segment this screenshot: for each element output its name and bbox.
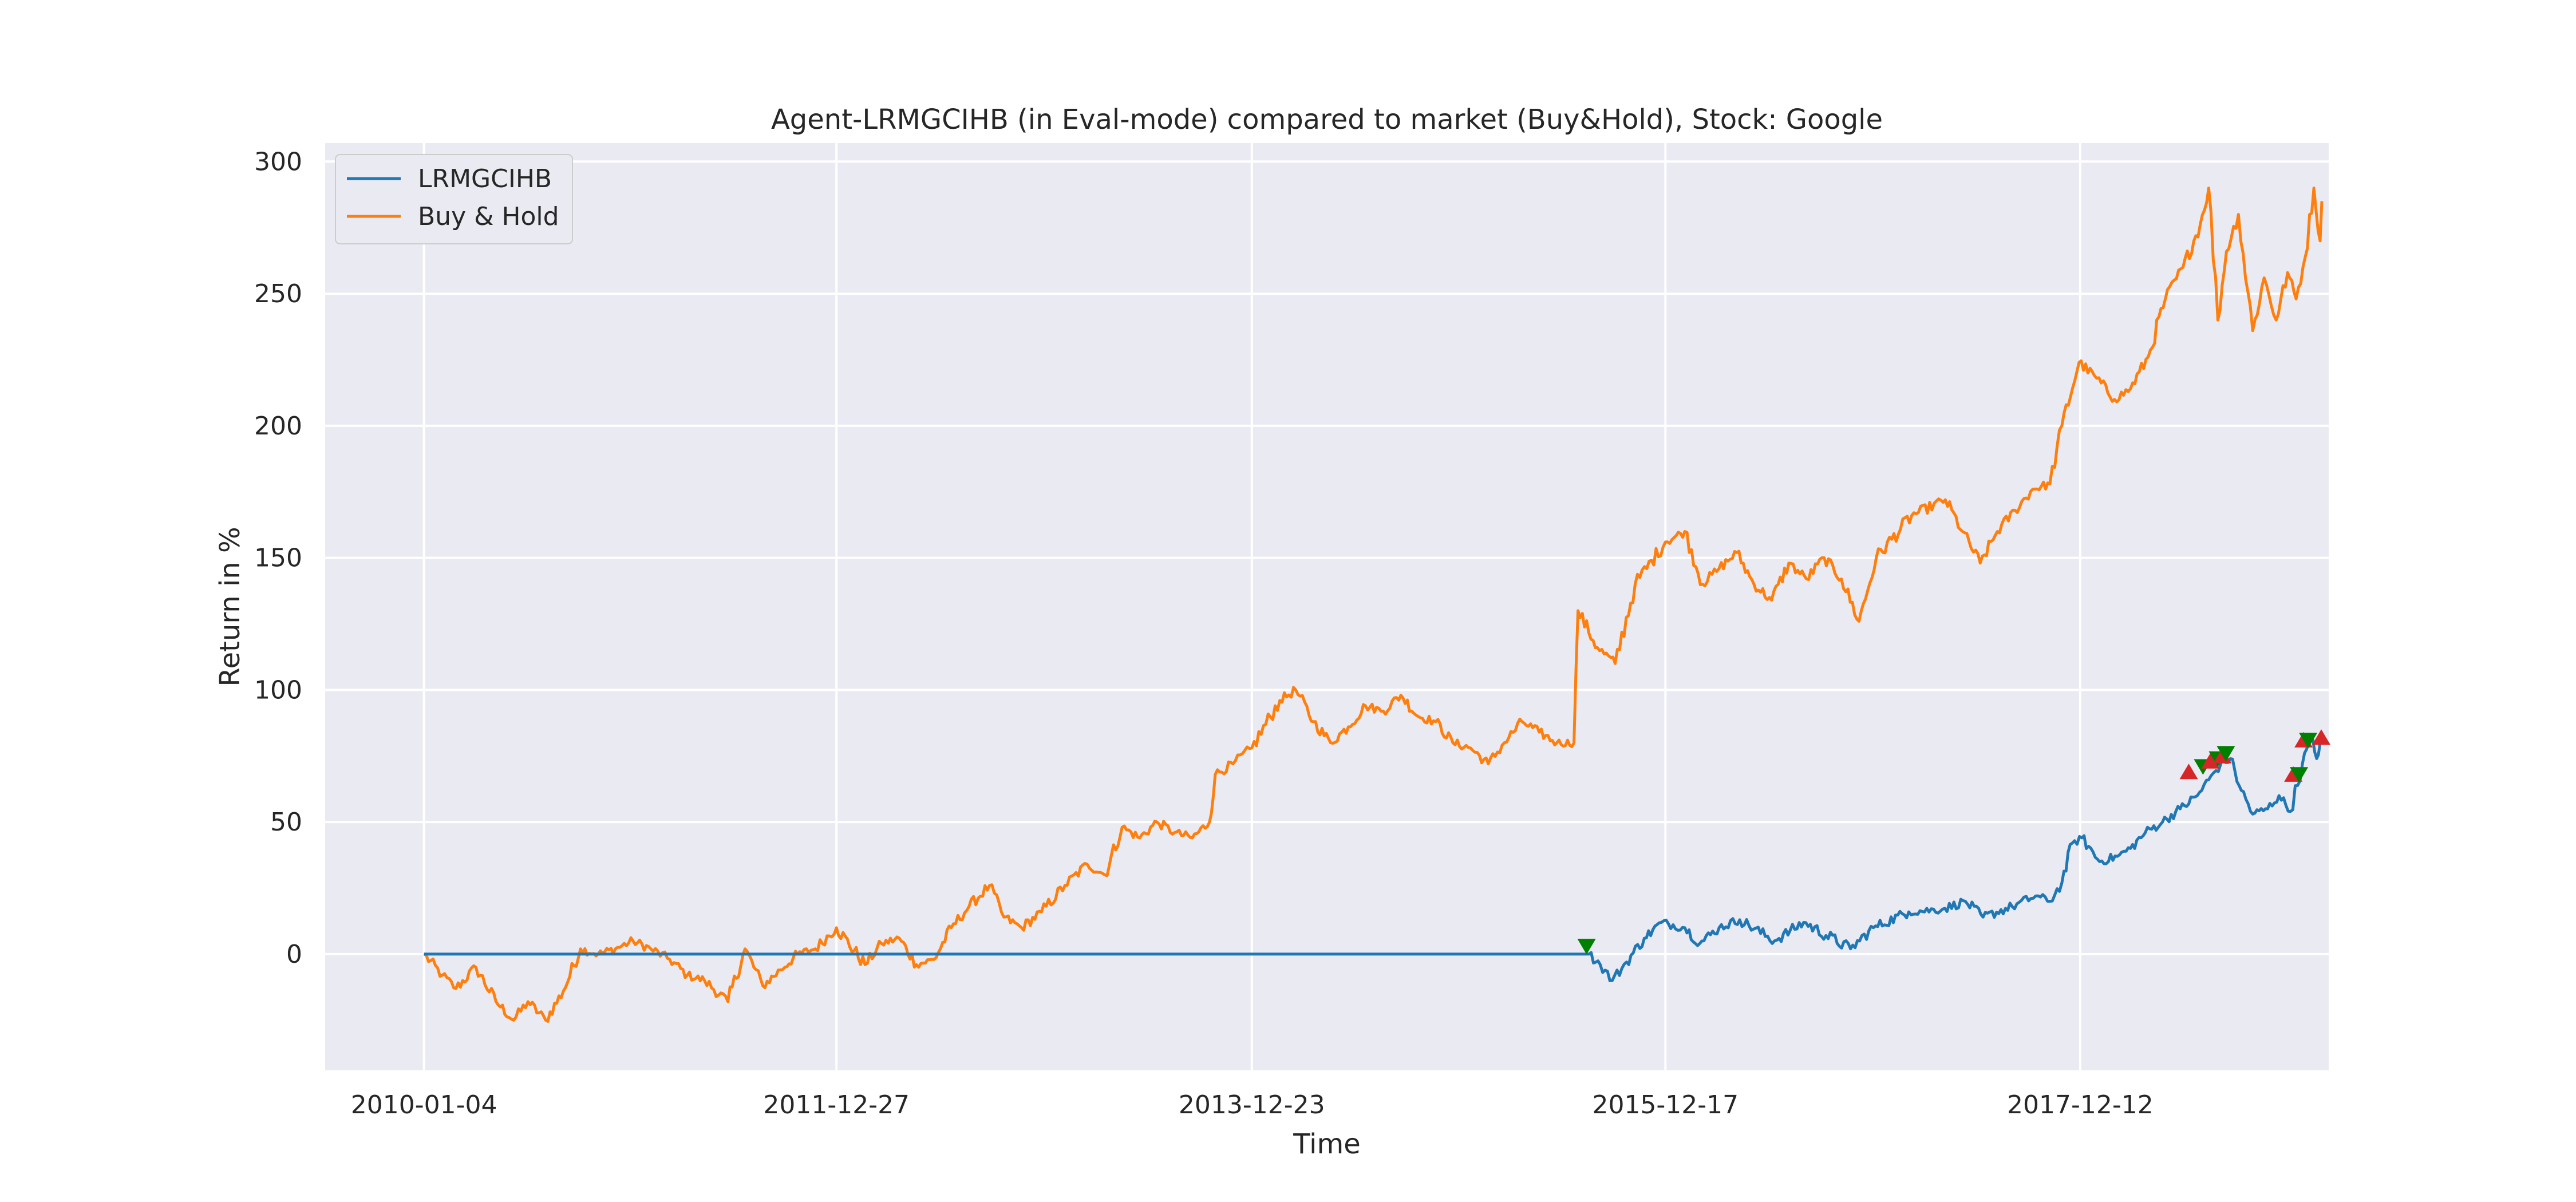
- grid-lines: [325, 143, 2329, 1070]
- buy-marker-8: [2290, 767, 2309, 783]
- chart-title: Agent-LRMGCIHB (in Eval-mode) compared t…: [771, 104, 1883, 136]
- y-tick-label-0: 0: [286, 940, 302, 969]
- plot-area: [325, 143, 2329, 1070]
- sell-marker-11: [2312, 729, 2330, 745]
- x-tick-label-0: 2010-01-04: [351, 1090, 497, 1120]
- y-tick-label-1: 50: [270, 808, 302, 837]
- buy-marker-10: [2299, 733, 2318, 749]
- legend-label-lrmgcihb: LRMGCIHB: [418, 164, 552, 193]
- series-layer: [423, 187, 2324, 1023]
- y-tick-label-3: 150: [254, 544, 302, 573]
- y-axis-title: Return in %: [214, 527, 246, 686]
- x-tick-label-4: 2017-12-12: [2007, 1090, 2154, 1120]
- legend: LRMGCIHB Buy & Hold: [335, 154, 573, 244]
- x-tick-label-1: 2011-12-27: [763, 1090, 910, 1120]
- x-axis-title: Time: [1293, 1128, 1360, 1160]
- x-tick-label-2: 2013-12-23: [1179, 1090, 1325, 1120]
- y-tick-label-6: 300: [254, 147, 302, 176]
- buy-marker-0: [1577, 939, 1596, 955]
- x-tick-label-3: 2015-12-17: [1592, 1090, 1739, 1120]
- legend-label-buy-hold: Buy & Hold: [418, 202, 559, 231]
- y-tick-label-2: 100: [254, 675, 302, 705]
- sell-marker-1: [2179, 764, 2198, 780]
- series-line-1: [423, 187, 2324, 1023]
- buy-marker-6: [2217, 746, 2235, 762]
- legend-box: [335, 154, 573, 244]
- y-tick-label-5: 250: [254, 279, 302, 309]
- trade-markers: [1577, 729, 2330, 955]
- y-tick-label-4: 200: [254, 412, 302, 441]
- series-line-0: [424, 736, 2322, 982]
- tick-labels: 0 50 100 150 200 250 300 2010-01-04 2011-12-27 20…: [254, 147, 2154, 1120]
- sell-marker-3: [2201, 753, 2220, 769]
